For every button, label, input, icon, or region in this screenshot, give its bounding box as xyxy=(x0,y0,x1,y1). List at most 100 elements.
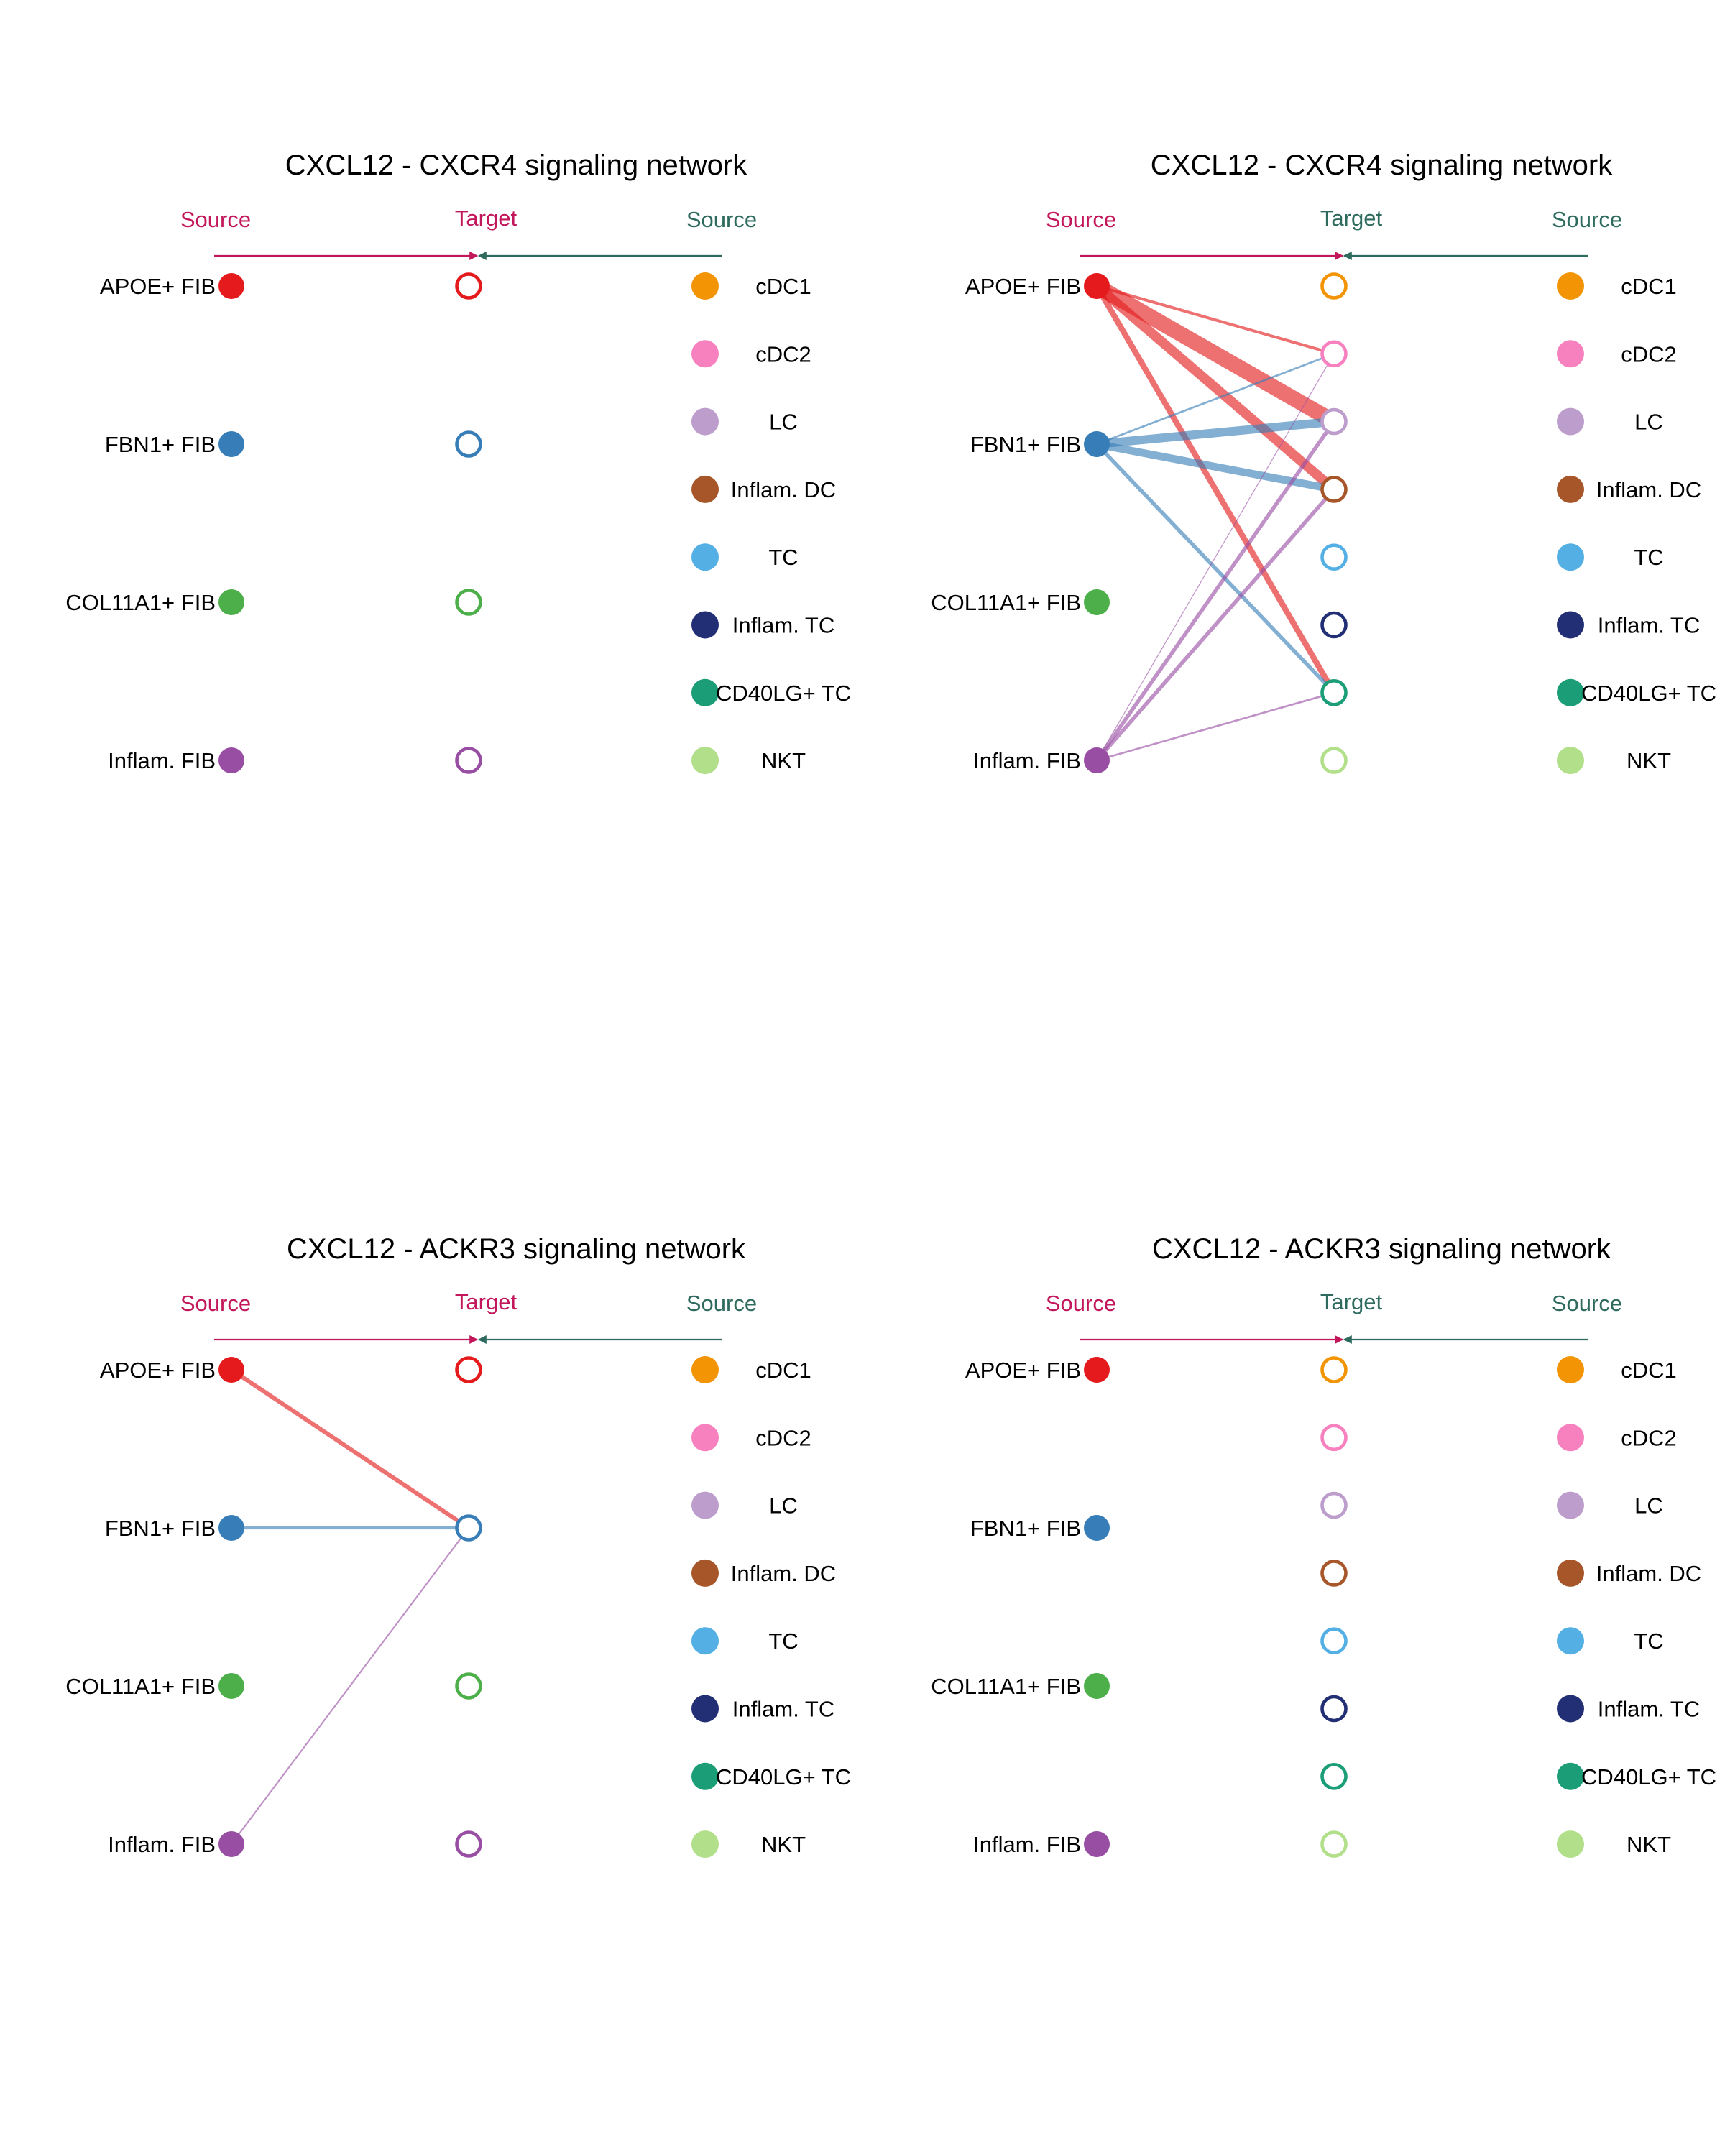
source-node-inflam-fib xyxy=(218,747,244,773)
source-node-nkt xyxy=(1557,1830,1584,1858)
source-node-inflam-tc xyxy=(691,611,719,639)
edge-inflam-fib-to-cd40lgplus-tc xyxy=(1096,691,1335,762)
source-node-inflam-dc xyxy=(691,475,719,503)
source-node-cdc2 xyxy=(1557,1424,1584,1452)
left-node-label: APOE+ FIB xyxy=(965,1358,1081,1383)
edge-apoeplus-fib-to-cdc2 xyxy=(1096,285,1335,356)
target-node-inflam-dc xyxy=(1320,1560,1348,1587)
target-node-nkt xyxy=(1320,1830,1348,1858)
source-node-inflam-dc xyxy=(1557,1559,1584,1587)
left-source-header: Source xyxy=(180,207,251,232)
target-header: Target xyxy=(1320,206,1383,231)
source-node-inflam-fib xyxy=(218,1831,244,1857)
source-node-cdc2 xyxy=(691,340,719,368)
source-node-tc xyxy=(691,543,719,571)
target-node-tc xyxy=(1320,1627,1348,1654)
right-node-label: CD40LG+ TC xyxy=(1581,1764,1716,1789)
source-node-inflam-tc xyxy=(691,1695,719,1723)
source-node-lc xyxy=(691,1491,719,1519)
source-node-cd40lgplus-tc xyxy=(1557,1762,1584,1790)
right-node-label: Inflam. TC xyxy=(732,613,834,638)
source-node-fbn1plus-fib xyxy=(218,1515,244,1541)
target-node-cdc1 xyxy=(1320,272,1348,300)
left-node-label: FBN1+ FIB xyxy=(105,432,216,457)
panel-title: CXCL12 - ACKR3 signaling network xyxy=(287,1233,746,1265)
target-node-fbn1plus-fib xyxy=(455,430,482,458)
edge-inflam-fib-to-lc xyxy=(1095,420,1336,762)
source-node-cdc2 xyxy=(1557,340,1584,368)
right-node-label: CD40LG+ TC xyxy=(716,681,851,706)
source-node-cd40lgplus-tc xyxy=(691,1762,719,1790)
left-node-label: COL11A1+ FIB xyxy=(931,590,1081,615)
target-node-cd40lgplus-tc xyxy=(1320,1763,1348,1790)
edge-fbn1plus-fib-to-inflam-dc xyxy=(1095,440,1335,494)
right-node-label: Inflam. DC xyxy=(731,1561,836,1586)
edge-layer xyxy=(1092,279,1338,762)
edge-apoeplus-fib-to-cd40lgplus-tc xyxy=(1094,284,1337,694)
source-node-lc xyxy=(1557,407,1584,436)
source-node-nkt xyxy=(691,1830,719,1858)
edge-fbn1plus-fib-to-cdc2 xyxy=(1096,353,1335,446)
network-panel-4: CXCL12 - ACKR3 signaling network Source Ta… xyxy=(931,1233,1716,1858)
right-node-label: TC xyxy=(768,545,798,570)
right-node-label: cDC1 xyxy=(755,1358,811,1383)
right-node-label: LC xyxy=(1634,1493,1663,1519)
target-node-inflam-fib xyxy=(455,1830,482,1858)
source-node-apoeplus-fib xyxy=(218,273,244,299)
left-node-label: COL11A1+ FIB xyxy=(65,1674,216,1699)
source-node-fbn1plus-fib xyxy=(1084,1515,1110,1541)
right-node-label: LC xyxy=(769,410,798,435)
right-source-header: Source xyxy=(686,207,757,232)
target-node-inflam-tc xyxy=(1320,611,1348,639)
target-node-apoeplus-fib xyxy=(455,1356,482,1383)
right-node-label: NKT xyxy=(761,748,806,773)
left-node-label: APOE+ FIB xyxy=(100,274,216,299)
source-node-col11a1plus-fib xyxy=(1084,1673,1110,1699)
left-node-label: FBN1+ FIB xyxy=(970,1516,1081,1541)
target-node-col11a1plus-fib xyxy=(455,1672,482,1700)
source-node-cdc2 xyxy=(691,1424,719,1452)
network-panel-1: CXCL12 - CXCR4 signaling network Source Ta… xyxy=(65,149,851,775)
source-node-col11a1plus-fib xyxy=(218,589,244,615)
right-source-header: Source xyxy=(686,1291,757,1316)
right-node-label: cDC1 xyxy=(1621,1358,1677,1383)
right-node-label: CD40LG+ TC xyxy=(1581,681,1716,706)
target-node-fbn1plus-fib xyxy=(455,1514,482,1542)
right-node-label: TC xyxy=(1634,1628,1663,1654)
panel-title: CXCL12 - CXCR4 signaling network xyxy=(285,149,748,181)
left-node-label: APOE+ FIB xyxy=(965,274,1081,299)
source-node-lc xyxy=(1557,1491,1584,1519)
target-header: Target xyxy=(455,206,518,231)
edge-inflam-fib-to-cdc2 xyxy=(1096,353,1335,761)
right-node-label: NKT xyxy=(1627,1832,1671,1857)
left-node-label: FBN1+ FIB xyxy=(970,432,1081,457)
right-node-label: LC xyxy=(769,1493,798,1519)
right-node-label: Inflam. DC xyxy=(1596,477,1701,502)
left-source-header: Source xyxy=(1046,207,1116,232)
source-node-tc xyxy=(1557,543,1584,571)
left-source-header: Source xyxy=(180,1291,251,1316)
network-panel-3: CXCL12 - ACKR3 signaling network Source Ta… xyxy=(65,1233,851,1858)
target-header: Target xyxy=(1320,1289,1383,1314)
source-node-cdc1 xyxy=(691,1356,719,1383)
source-node-nkt xyxy=(1557,747,1584,775)
source-node-cdc1 xyxy=(691,272,719,300)
right-node-label: Inflam. TC xyxy=(1598,1697,1700,1722)
right-node-label: Inflam. DC xyxy=(1596,1561,1701,1586)
target-node-cd40lgplus-tc xyxy=(1320,678,1348,706)
right-node-label: CD40LG+ TC xyxy=(716,1764,851,1789)
source-node-col11a1plus-fib xyxy=(218,1673,244,1699)
left-node-label: APOE+ FIB xyxy=(100,1358,216,1383)
edge-fbn1plus-fib-to-lc xyxy=(1096,417,1335,449)
source-node-inflam-tc xyxy=(1557,1695,1584,1723)
edge-apoeplus-fib-to-inflam-dc xyxy=(1093,282,1338,494)
source-node-cd40lgplus-tc xyxy=(1557,678,1584,706)
edge-layer xyxy=(230,1368,470,1845)
left-node-label: Inflam. FIB xyxy=(108,748,216,773)
right-node-label: NKT xyxy=(761,1832,806,1857)
left-node-label: Inflam. FIB xyxy=(108,1832,216,1857)
edge-apoeplus-fib-to-lc xyxy=(1092,279,1338,428)
source-node-fbn1plus-fib xyxy=(1084,431,1110,457)
target-node-inflam-dc xyxy=(1320,476,1348,503)
